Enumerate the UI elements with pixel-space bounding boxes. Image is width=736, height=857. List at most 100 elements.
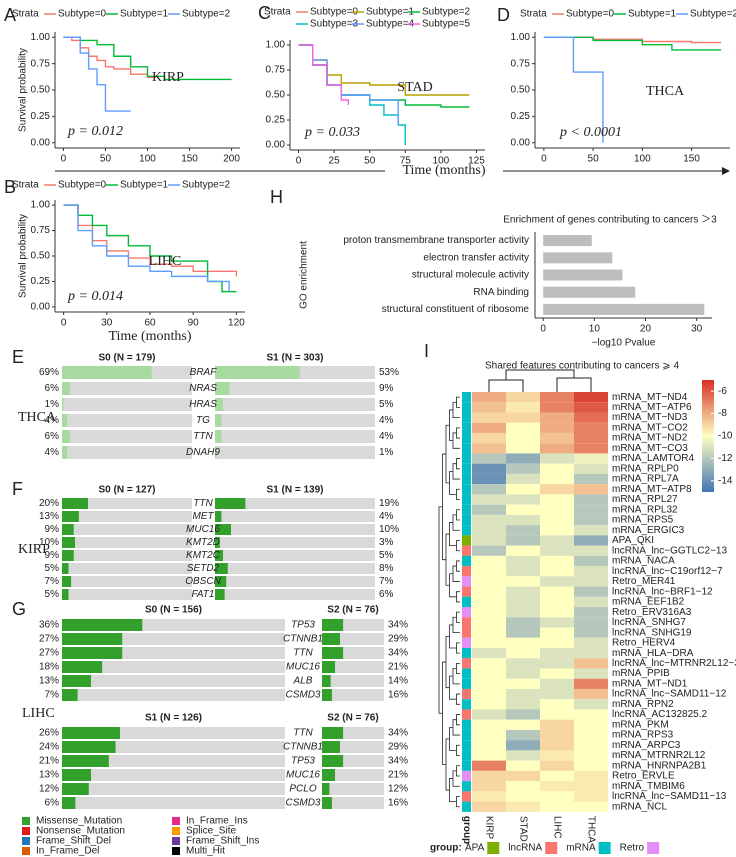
row-dendrogram xyxy=(456,796,460,808)
heat-cell xyxy=(574,637,608,648)
heat-cell xyxy=(540,504,574,515)
heat-cell xyxy=(574,473,608,485)
x-tick-label: 0 xyxy=(541,154,547,165)
row-background xyxy=(215,430,375,443)
mutation-fraction xyxy=(322,769,336,781)
x-tick-label: 50 xyxy=(588,154,600,165)
mutation-fraction xyxy=(62,366,152,379)
row-label: mRNA_MTRNR2L12 xyxy=(612,750,706,761)
gene-label: KMT2C xyxy=(186,550,221,561)
heat-cell xyxy=(506,484,540,495)
heat-cell xyxy=(506,412,540,423)
heat-cell xyxy=(540,678,574,689)
legend-title: Strata xyxy=(520,9,547,20)
heat-cell xyxy=(506,402,540,413)
group-cell xyxy=(462,719,471,730)
y-tick-label: 0.75 xyxy=(511,58,531,69)
legend-label: Subtype=4 xyxy=(366,19,415,30)
group-cell xyxy=(462,473,471,485)
mutation-fraction xyxy=(62,727,120,739)
row-dendrogram xyxy=(456,396,460,408)
cancer-label: KIRP xyxy=(152,70,184,85)
bar xyxy=(543,252,613,264)
y-tick-label: 0.25 xyxy=(266,115,286,126)
x-axis-label: −log10 Pvalue xyxy=(592,338,656,349)
percent-left: 13% xyxy=(39,676,59,687)
survival-curve xyxy=(63,36,232,81)
group-cell xyxy=(462,770,471,782)
x-tick-label: 150 xyxy=(683,154,700,165)
mutation-swatch xyxy=(22,847,30,855)
chart-title: Shared features contributing to cancers … xyxy=(485,361,679,372)
survival-curve xyxy=(63,36,131,112)
x-tick-label: 20 xyxy=(640,324,652,335)
mutation-fraction xyxy=(322,647,344,659)
x-tick-label: 125 xyxy=(468,156,485,167)
group-cell xyxy=(462,801,471,812)
legend-label: Subtype=1 xyxy=(628,9,677,20)
mutation-fraction xyxy=(215,511,222,522)
row-background xyxy=(62,755,285,767)
mutation-fraction xyxy=(62,524,74,535)
percent-right: 4% xyxy=(379,511,394,522)
mutation-fraction xyxy=(62,619,143,631)
heat-cell xyxy=(574,453,608,464)
row-dendrogram xyxy=(456,540,460,552)
heat-cell xyxy=(472,668,506,679)
panel-letter: H xyxy=(270,187,283,207)
row-label: mRNA_RPS3 xyxy=(612,730,674,741)
x-tick-label: 30 xyxy=(691,324,703,335)
panel-letter: A xyxy=(4,5,16,25)
group-header: S1 (N = 303) xyxy=(267,353,324,364)
bar xyxy=(543,286,636,298)
group-cell xyxy=(462,627,471,638)
group-cell xyxy=(462,494,471,505)
legend-label: Subtype=2 xyxy=(422,7,471,18)
row-label: Retro_ERV316A3 xyxy=(612,607,692,618)
row-dendrogram xyxy=(456,744,460,756)
percent-left: 21% xyxy=(39,756,59,767)
heat-cell xyxy=(506,627,540,638)
gene-label: PCLO xyxy=(289,784,316,795)
heat-cell xyxy=(574,668,608,679)
mutation-swatch xyxy=(172,817,180,825)
row-background xyxy=(215,576,375,587)
row-label: Retro_MER41 xyxy=(612,576,676,587)
legend-label: Subtype=1 xyxy=(120,9,169,20)
p-value: p = 0.033 xyxy=(304,125,360,140)
percent-right: 21% xyxy=(388,770,408,781)
time-axis-label: Time (months) xyxy=(402,163,485,178)
row-background xyxy=(322,675,384,687)
heat-cell xyxy=(506,770,540,782)
mutation-label: In_Frame_Del xyxy=(36,846,99,857)
survival-curve xyxy=(63,204,238,277)
row-dendrogram xyxy=(445,533,450,586)
row-background xyxy=(62,550,192,561)
chart-title: Enrichment of genes contributing to canc… xyxy=(503,215,717,226)
group-cell xyxy=(462,535,471,546)
gene-label: TTN xyxy=(293,728,313,739)
legend-tick-label: -8 xyxy=(718,408,727,419)
heat-cell xyxy=(506,688,540,700)
heat-cell xyxy=(540,596,574,608)
mutation-fraction xyxy=(215,430,222,443)
row-label: mRNA_MT−CO2 xyxy=(612,422,688,433)
row-label: mRNA_MT−ND3 xyxy=(612,412,688,423)
x-tick-label: 0 xyxy=(296,156,302,167)
row-background xyxy=(215,398,375,411)
cancer-label: THCA xyxy=(646,84,685,99)
row-label: APA_QKI xyxy=(612,535,654,546)
percent-left: 27% xyxy=(39,634,59,645)
percent-left: 24% xyxy=(39,742,59,753)
group-cell xyxy=(462,699,471,710)
heat-cell xyxy=(506,586,540,597)
row-dendrogram xyxy=(438,506,443,714)
heat-cell xyxy=(574,443,608,454)
legend-label: Subtype=0 xyxy=(310,7,359,18)
heat-cell xyxy=(506,473,540,485)
mutation-fraction xyxy=(62,755,109,767)
x-tick-label: 75 xyxy=(400,156,412,167)
row-background xyxy=(215,524,375,535)
percent-right: 14% xyxy=(388,676,408,687)
